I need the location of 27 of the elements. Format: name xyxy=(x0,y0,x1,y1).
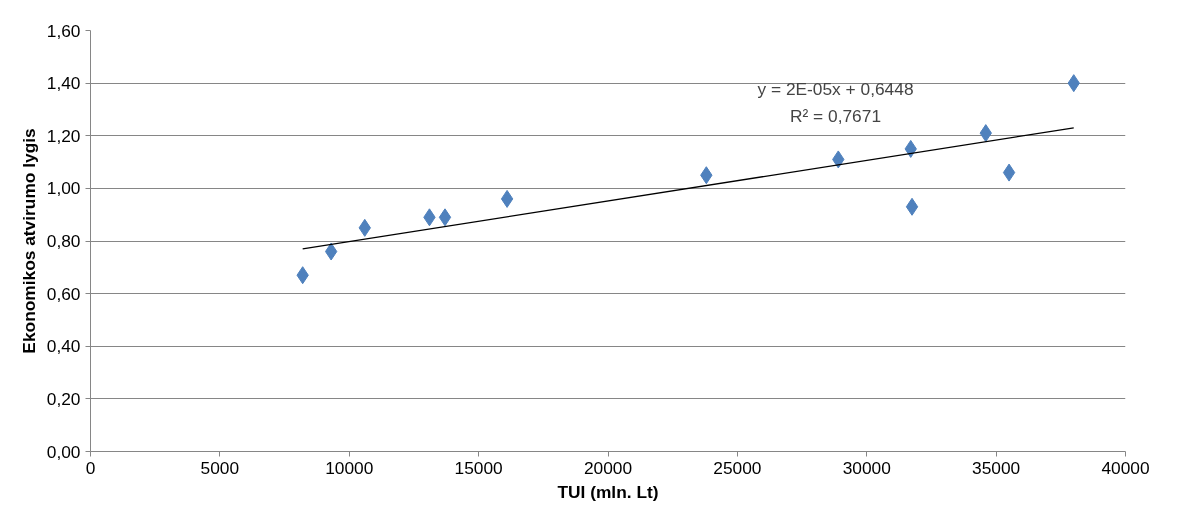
point xyxy=(324,242,338,261)
x-tick-label: 25000 xyxy=(713,457,762,478)
y-axis-title: Ekonomikos atvirumo lygis xyxy=(18,128,39,354)
annotation: y = 2E-05x + 0,6448 xyxy=(757,78,914,99)
x-tick-label: 5000 xyxy=(200,457,240,478)
y-tick-label: 1,20 xyxy=(46,125,81,146)
point xyxy=(500,189,514,208)
point xyxy=(1002,163,1016,182)
point xyxy=(905,197,919,216)
y-tick-label: 0,20 xyxy=(46,388,81,409)
y-tick-label: 1,60 xyxy=(46,20,81,41)
annotation: R² = 0,7671 xyxy=(789,105,882,126)
y-tick-label: 0,80 xyxy=(46,231,81,251)
x-tick-label: 20000 xyxy=(583,457,633,478)
point xyxy=(438,208,452,227)
x-axis-title: TUI (mln. Lt) xyxy=(557,481,659,502)
x-tick-label: 35000 xyxy=(972,457,1021,478)
x-tick-label: 40000 xyxy=(1101,457,1150,478)
y-tick-label: 0,00 xyxy=(46,441,81,462)
x-tick-label: 0 xyxy=(85,457,96,478)
x-tick-label: 10000 xyxy=(325,457,374,478)
y-tick-label: 1,00 xyxy=(46,178,81,199)
y-tick-label: 0,60 xyxy=(46,283,81,304)
x-tick-label: 15000 xyxy=(454,457,503,478)
y-tick-label: 1,40 xyxy=(46,73,81,94)
x-tick-label: 30000 xyxy=(842,457,891,478)
y-tick-label: 0,40 xyxy=(46,336,81,357)
